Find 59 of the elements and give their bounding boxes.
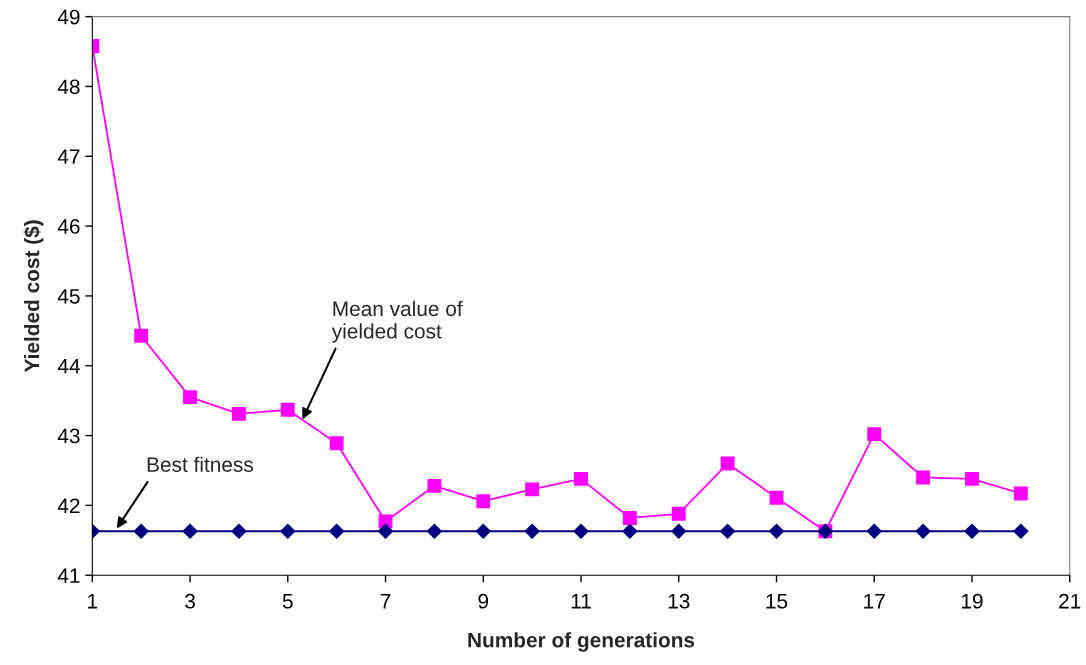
x-tick-label: 15 — [766, 594, 788, 609]
y-tick-label: 45 — [57, 289, 80, 304]
point — [133, 523, 149, 539]
x-tick-label: 17 — [864, 594, 885, 609]
point — [574, 471, 588, 486]
point — [134, 328, 149, 343]
point — [377, 523, 394, 539]
point — [183, 390, 197, 405]
point — [231, 523, 247, 539]
point — [1013, 486, 1028, 501]
point — [867, 427, 882, 442]
point — [573, 523, 589, 539]
point — [475, 523, 491, 539]
point — [768, 523, 785, 539]
point — [964, 523, 980, 539]
x-axis-title: Number of generations — [468, 632, 695, 652]
point — [720, 456, 735, 471]
y-tick-label: 49 — [57, 9, 80, 25]
point — [329, 523, 345, 539]
point — [231, 406, 246, 421]
x-tick-label: 3 — [185, 593, 195, 609]
point — [769, 490, 784, 505]
point — [622, 511, 637, 525]
y-tick-label: 42 — [57, 498, 80, 513]
point — [329, 436, 344, 451]
x-tick-label: 13 — [668, 593, 690, 609]
annotation: Best fitness — [147, 456, 253, 472]
y-tick-label: 48 — [57, 79, 80, 95]
y-tick-label: 46 — [57, 219, 80, 234]
y-axis-title: Yielded cost ($) — [23, 220, 44, 373]
x-tick-label: 11 — [571, 594, 591, 609]
point — [524, 523, 540, 539]
point — [427, 478, 442, 493]
point — [426, 523, 442, 539]
point — [671, 523, 687, 539]
point — [1013, 523, 1029, 539]
x-tick-label: 19 — [961, 593, 983, 609]
x-tick-label: 9 — [478, 593, 489, 609]
point — [280, 402, 295, 417]
point — [916, 470, 931, 485]
y-tick-label: 43 — [57, 428, 80, 444]
point — [182, 523, 198, 539]
x-tick-label: 5 — [282, 594, 293, 609]
point — [965, 471, 979, 486]
point — [671, 506, 686, 521]
point — [720, 523, 736, 539]
point — [915, 523, 931, 539]
y-tick-label: 41 — [57, 568, 80, 583]
point — [476, 494, 491, 509]
point — [866, 523, 882, 539]
point — [525, 482, 540, 497]
annotation: Mean value of yielded cost — [331, 300, 463, 343]
y-tick-label: 47 — [57, 149, 80, 164]
x-tick-label: 21 — [1059, 593, 1081, 609]
x-tick-label: 7 — [380, 594, 391, 609]
x-tick-label: 1 — [88, 594, 98, 609]
y-tick-label: 44 — [57, 358, 80, 374]
point — [280, 523, 296, 539]
point — [622, 523, 638, 539]
